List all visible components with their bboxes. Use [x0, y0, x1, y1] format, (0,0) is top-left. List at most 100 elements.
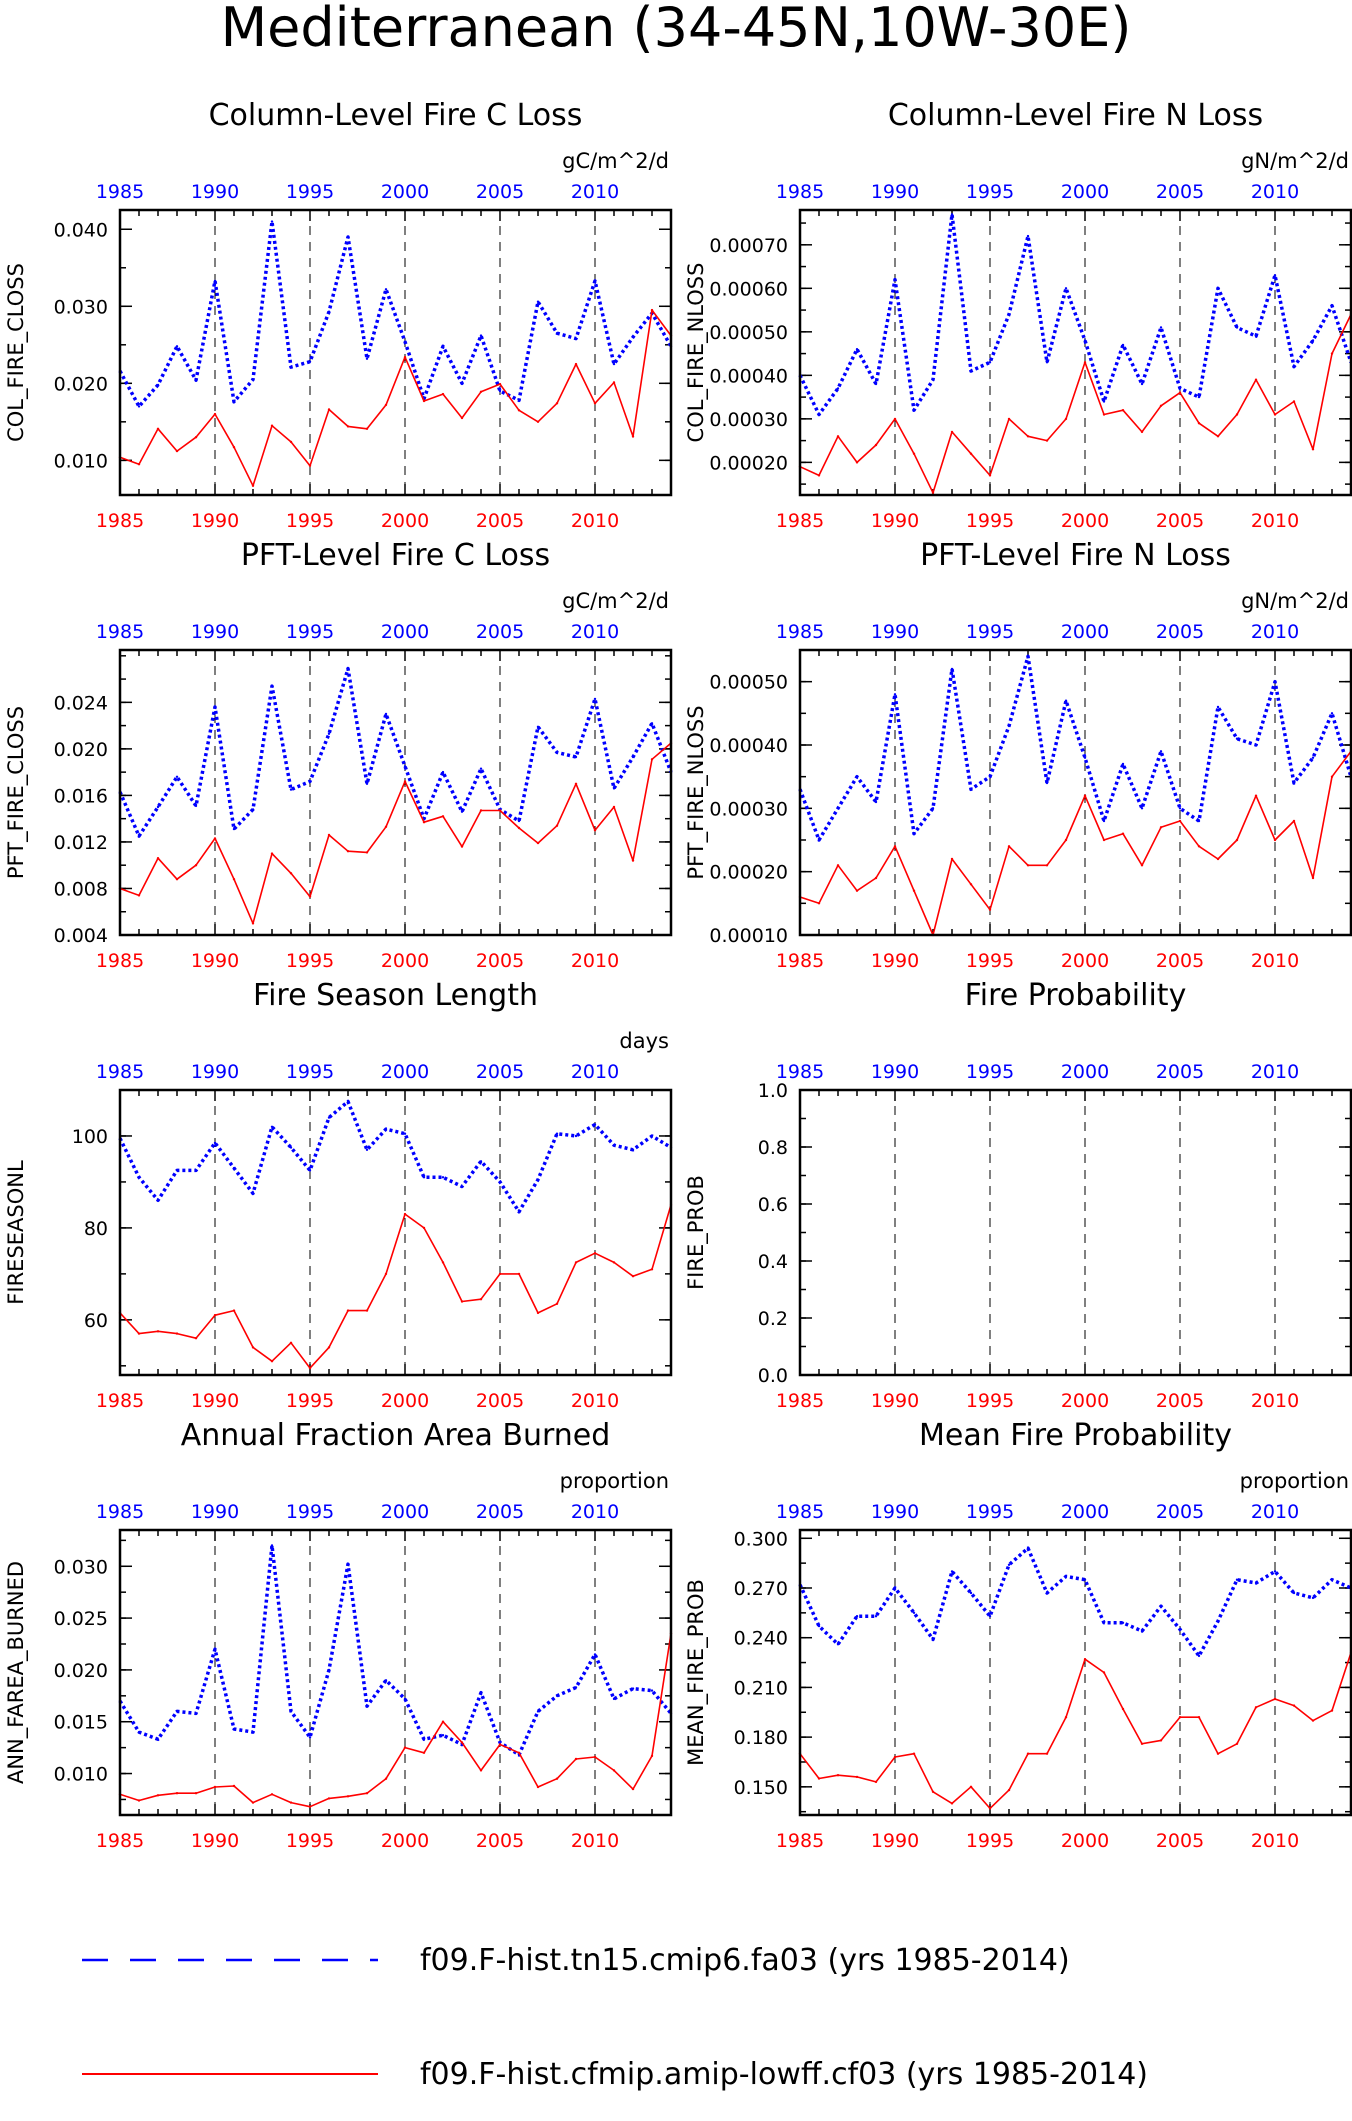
- series-point-red: [950, 430, 954, 434]
- series-line-blue: [118, 1099, 672, 1214]
- x-tick-label-top: 1990: [871, 1061, 919, 1083]
- series-point-blue: [536, 300, 540, 303]
- x-tick-label: 1990: [191, 1830, 239, 1852]
- x-tick-label-top: 2010: [571, 621, 619, 643]
- chart-units: days: [619, 1029, 669, 1053]
- series-point-blue: [536, 1178, 540, 1181]
- plot-frame: [118, 648, 673, 937]
- y-tick-label: 0.6: [758, 1194, 788, 1216]
- series-point-red: [536, 420, 540, 423]
- series-point-blue: [1026, 655, 1030, 658]
- series-point-blue: [194, 379, 198, 382]
- series-point-blue: [289, 1146, 293, 1149]
- series-point-red: [441, 392, 445, 396]
- series-line-blue: [798, 654, 1352, 842]
- series-point-red: [422, 1226, 426, 1230]
- series-point-blue: [175, 345, 179, 348]
- series-point-blue: [893, 1586, 897, 1590]
- series-point-red: [327, 1346, 331, 1349]
- x-tick-label: 1990: [191, 1390, 239, 1412]
- series-point-blue: [270, 1125, 274, 1129]
- y-tick-label: 60: [84, 1310, 108, 1332]
- series-point-red: [232, 878, 236, 881]
- series-point-blue: [1311, 339, 1315, 342]
- series-point-blue: [1083, 756, 1087, 759]
- series-point-blue: [308, 360, 312, 363]
- x-tick-label: 2000: [381, 510, 429, 532]
- x-tick-label-top: 2000: [1061, 621, 1109, 643]
- series-point-red: [289, 1341, 293, 1345]
- series-point-red: [593, 1755, 597, 1759]
- series-point-blue: [593, 1653, 597, 1656]
- page-title-container: Mediterranean (34-45N,10W-30E): [0, 0, 1352, 70]
- series-point-red: [517, 1751, 521, 1755]
- series-point-red: [1083, 1658, 1087, 1661]
- plot-frame: [798, 1088, 1352, 1377]
- x-tick-label-top: 1995: [966, 1501, 1014, 1523]
- series-point-blue: [384, 712, 388, 716]
- chart-title: Fire Season Length: [253, 978, 538, 1013]
- series-point-blue: [1330, 304, 1334, 307]
- series-point-red: [270, 1360, 274, 1363]
- series-point-blue: [194, 1169, 198, 1172]
- series-point-red: [1330, 352, 1334, 355]
- x-tick-label-top: 2005: [476, 181, 524, 203]
- series-point-red: [855, 461, 859, 464]
- series-point-blue: [422, 1738, 426, 1741]
- series-point-blue: [327, 732, 331, 735]
- series-point-red: [1026, 864, 1030, 867]
- series-point-red: [346, 425, 350, 428]
- chart-title: PFT-Level Fire C Loss: [241, 538, 550, 573]
- chart-grid: Column-Level Fire C Loss gC/m^2/d COL_FIRE…: [4, 98, 1352, 1852]
- series-point-red: [498, 382, 502, 386]
- x-tick-label-top: 1985: [776, 181, 824, 203]
- series-point-blue: [950, 213, 954, 216]
- x-tick-label-top: 2000: [381, 621, 429, 643]
- series-point-red: [631, 1787, 635, 1791]
- series-point-blue: [1216, 705, 1220, 709]
- series-point-blue: [1045, 361, 1049, 364]
- x-tick-label: 2000: [1061, 950, 1109, 972]
- series-point-red: [137, 894, 141, 897]
- y-tick-label: 0.00070: [709, 235, 788, 257]
- series-line-red: [799, 750, 1352, 936]
- series-point-blue: [1197, 1654, 1201, 1658]
- series-point-blue: [327, 1668, 331, 1672]
- y-axis-label: PFT_FIRE_CLOSS: [4, 706, 29, 879]
- x-tick-label-top: 2005: [1156, 181, 1204, 203]
- series-point-blue: [498, 389, 502, 393]
- series-point-red: [137, 1799, 141, 1802]
- series-point-blue: [403, 1132, 407, 1135]
- series-point-blue: [137, 1176, 141, 1179]
- x-tick-label: 1985: [776, 1830, 824, 1852]
- series-point-red: [156, 1330, 160, 1333]
- series-point-blue: [1083, 339, 1087, 342]
- series-point-blue: [631, 755, 635, 759]
- series-point-red: [1235, 838, 1239, 842]
- series-point-red: [1102, 838, 1106, 842]
- series-point-blue: [836, 1643, 840, 1646]
- series-point-red: [403, 355, 407, 359]
- series-point-red: [232, 1309, 236, 1312]
- series-point-red: [1159, 826, 1163, 829]
- series-point-red: [175, 1332, 179, 1335]
- series-point-red: [912, 889, 916, 892]
- series-point-red: [498, 1272, 502, 1276]
- series-point-red: [612, 381, 616, 384]
- series-point-blue: [213, 279, 217, 283]
- series-point-blue: [1159, 326, 1163, 329]
- series-point-red: [912, 452, 916, 455]
- series-point-red: [612, 1769, 616, 1772]
- series-point-blue: [289, 1710, 293, 1713]
- x-tick-label: 1995: [286, 1390, 334, 1412]
- y-axis-label: FIRE_PROB: [684, 1175, 709, 1290]
- series-point-blue: [1121, 1621, 1125, 1625]
- x-tick-label-top: 1990: [871, 1501, 919, 1523]
- series-point-blue: [1159, 1605, 1163, 1608]
- series-point-red: [874, 443, 878, 447]
- x-tick-label: 1985: [96, 510, 144, 532]
- series-point-blue: [555, 1132, 559, 1135]
- series-point-red: [1330, 775, 1334, 778]
- plot-frame: [798, 208, 1352, 497]
- series-point-blue: [194, 1712, 198, 1715]
